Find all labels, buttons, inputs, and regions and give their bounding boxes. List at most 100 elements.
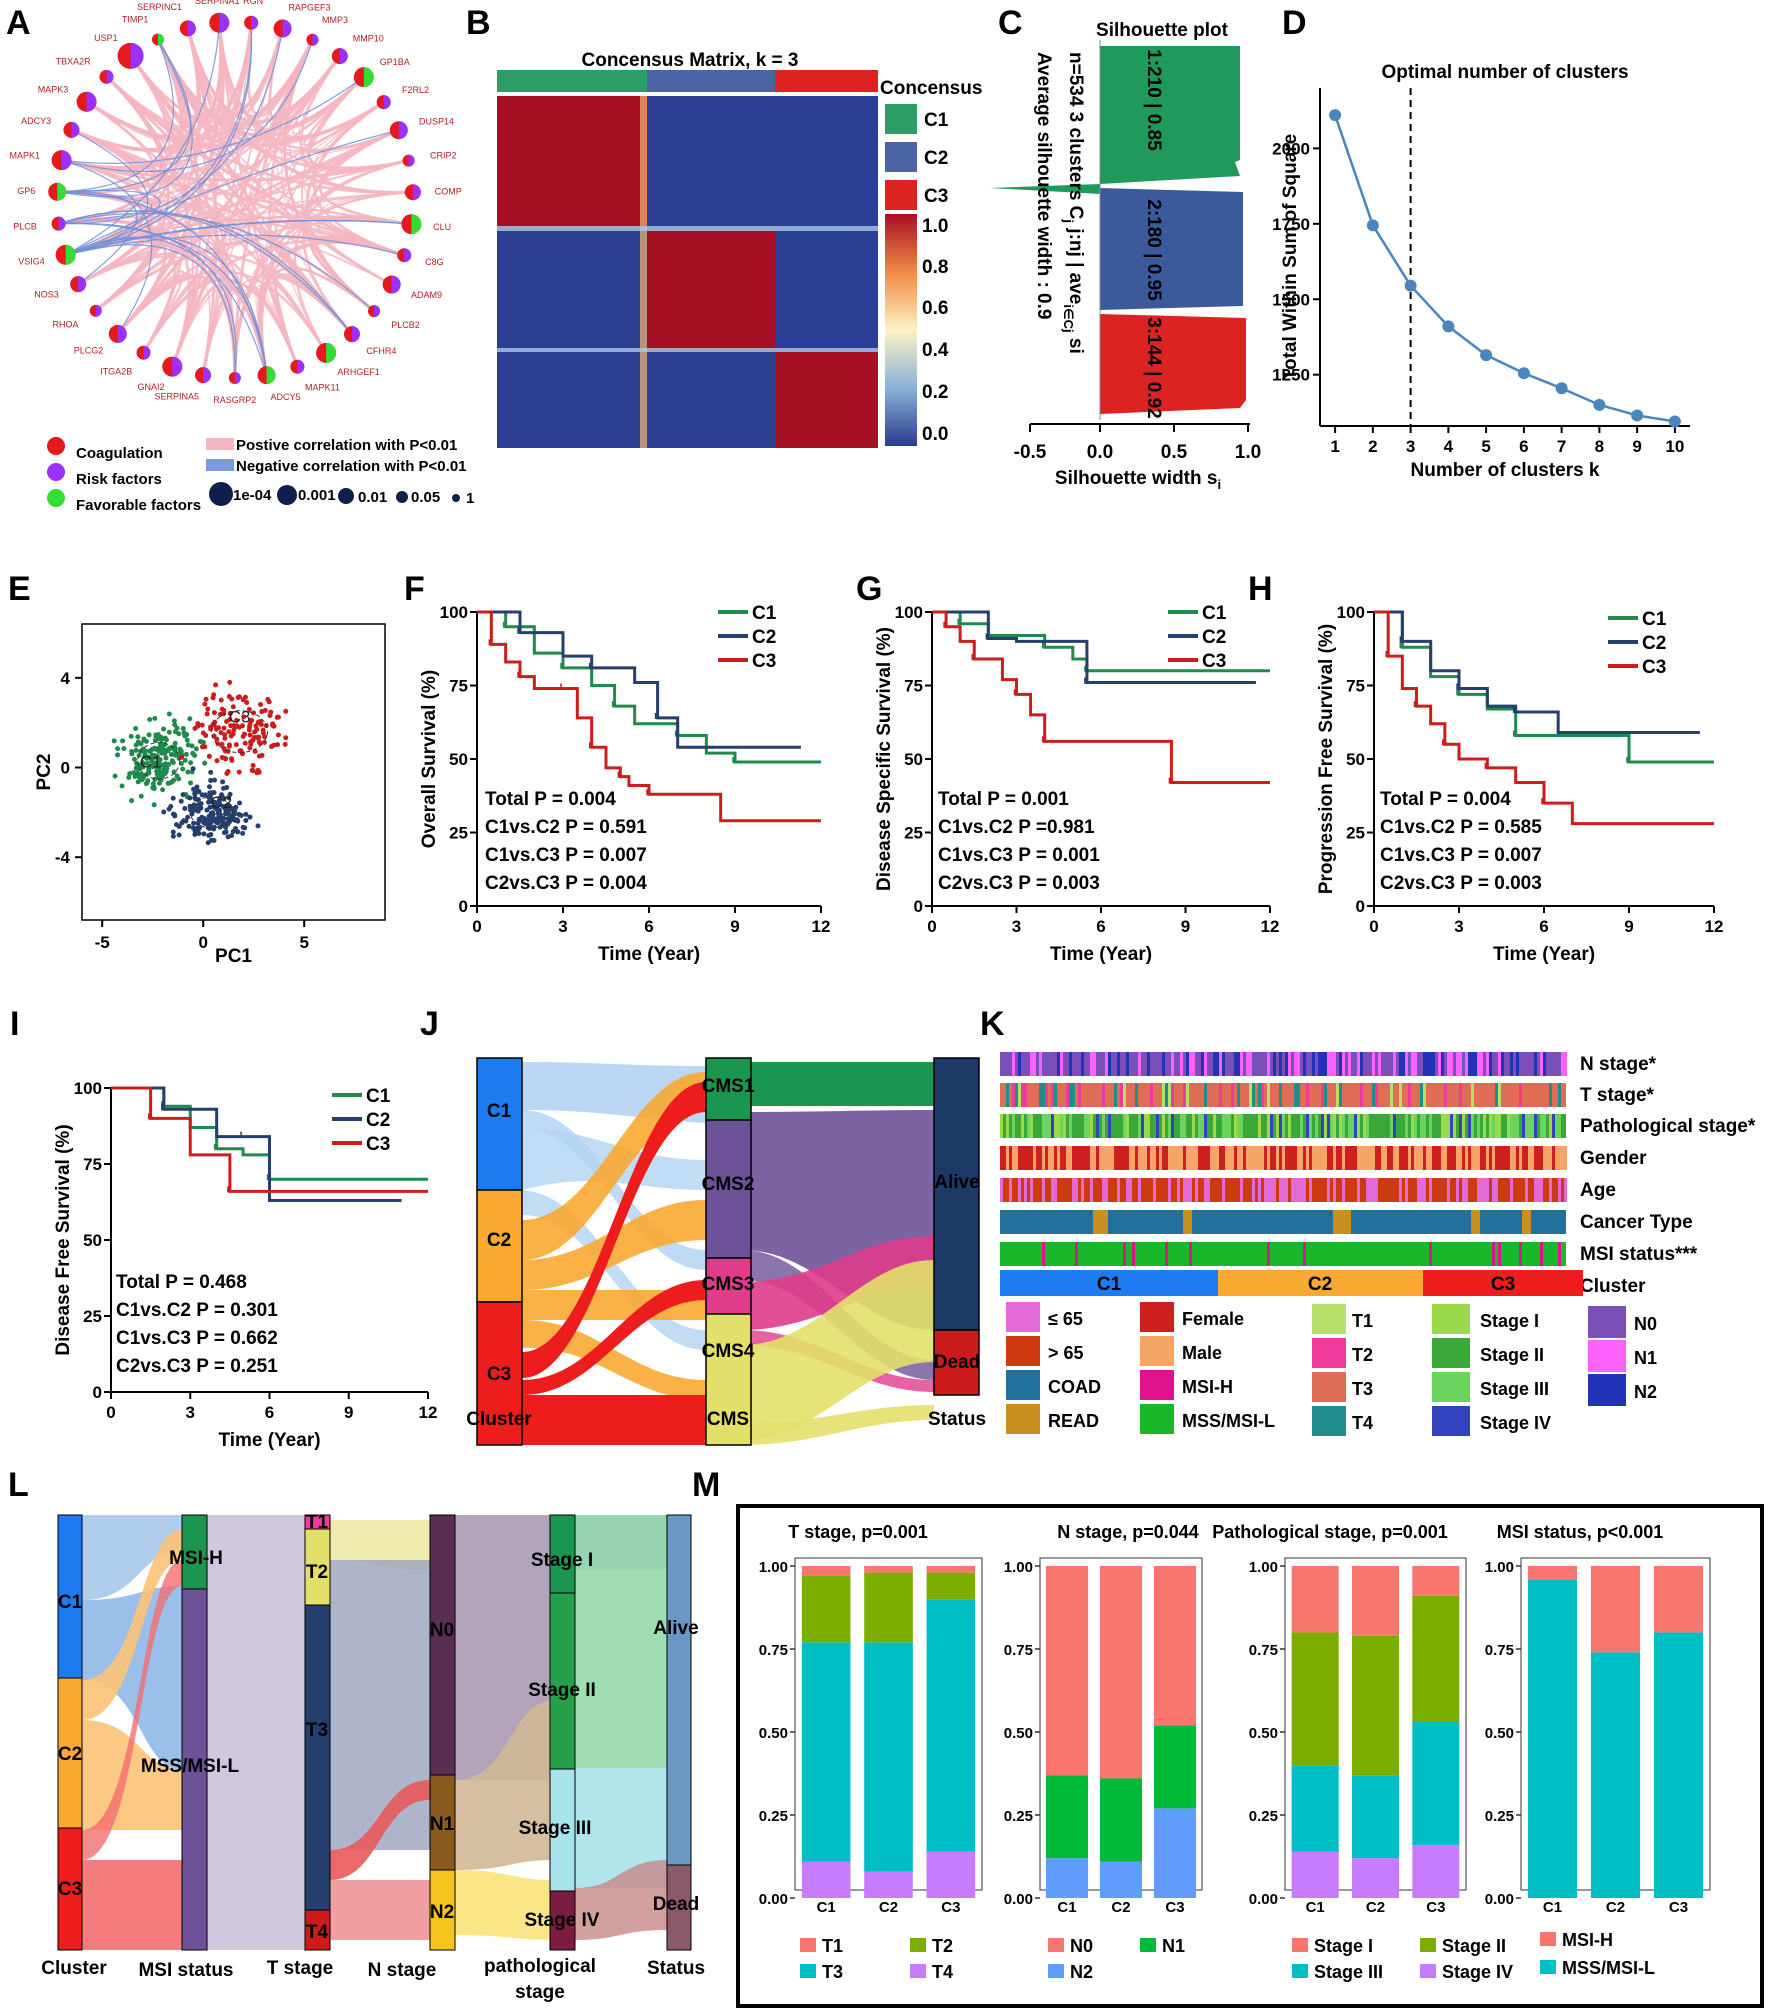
pca-point-c1: [164, 765, 170, 771]
heatmap-cell: [1075, 1242, 1078, 1266]
pca-point-c2: [201, 820, 207, 826]
positive-edge: [77, 191, 413, 285]
pca-point-c1: [172, 745, 178, 751]
legend-p1: 1e-04: [233, 487, 272, 504]
pca-point-c3: [283, 708, 289, 714]
km-curve-c3: [111, 1086, 428, 1193]
heatmap-cell: [1399, 1052, 1402, 1076]
panel-h-progression-free-survival: 0 25 50 75 100 0 3 6 9 12 C1 C2 C3 Total P = 0.004 C1v…: [1316, 603, 1723, 965]
m-legend-swatch: [1292, 1938, 1308, 1952]
heatmap-cell: [1180, 1146, 1183, 1170]
gene-node-half: [326, 342, 337, 363]
heatmap-cell: [1501, 1052, 1504, 1076]
heatmap-cell: [1258, 1146, 1261, 1170]
pca-point-c1: [158, 735, 164, 741]
pca-point-c2: [198, 801, 204, 807]
pca-point-c3: [218, 730, 224, 736]
pca-point-c2: [220, 804, 226, 810]
pca-point-c2: [180, 792, 186, 798]
heatmap-cell: [1042, 1146, 1045, 1170]
gene-label: SERPINA1: [195, 0, 240, 6]
node-label: C2: [58, 1744, 82, 1765]
km-ylabel: Overall Survival (%): [419, 670, 440, 848]
heatmap-cell: [1549, 1083, 1552, 1107]
pca-ellipse: [189, 796, 233, 829]
legend-text: Stage III: [1480, 1379, 1549, 1399]
pca-point-c2: [187, 803, 193, 809]
heatmap-cell: [1558, 1242, 1561, 1266]
m-bar-segment: [1291, 1566, 1339, 1633]
heatmap-cell: [1528, 1114, 1531, 1138]
heatmap-cell: [1201, 1114, 1204, 1138]
elbow-point: [1404, 279, 1417, 292]
heatmap-cell: [1051, 1114, 1054, 1138]
m-legend-label: Stage IV: [1442, 1962, 1513, 1982]
elbow-xtick-label: 3: [1406, 437, 1415, 456]
heatmap-cell: [1360, 1083, 1363, 1107]
negative-edge: [61, 76, 365, 164]
pca-point-c3: [252, 735, 258, 741]
m-legend-swatch: [1420, 1938, 1436, 1952]
elbow-point: [1668, 415, 1681, 428]
node-l-n0: [429, 1514, 456, 1776]
heatmap-cell: [1045, 1083, 1048, 1107]
heatmap-cell: [1171, 1146, 1174, 1170]
km-xtick-label: 9: [730, 917, 739, 936]
heatmap-cell: [1132, 1146, 1135, 1170]
heatmap-cell: [1141, 1146, 1144, 1170]
panel-letter-b: B: [466, 4, 491, 42]
heatmap-cell: [1030, 1114, 1033, 1138]
heatmap-cell: [1390, 1083, 1393, 1107]
heatmap-cell: [1018, 1083, 1021, 1107]
heatmap-cell: [1405, 1052, 1408, 1076]
heatmap-cell: [1081, 1178, 1084, 1202]
heatmap-cell: [1426, 1052, 1429, 1076]
heatmap-cell: [1093, 1052, 1096, 1076]
m-xtick-label: C3: [1426, 1899, 1445, 1916]
pca-point-c1: [170, 760, 176, 766]
flow-c3-mss: [82, 1860, 182, 1950]
km-legend-label: C2: [752, 627, 776, 648]
heatmap-cell: [1078, 1083, 1081, 1107]
heatmap-cell: [1342, 1052, 1345, 1076]
pca-point-c1: [187, 716, 193, 722]
heatmap-cell: [1348, 1210, 1351, 1234]
pca-point-c2: [221, 785, 227, 791]
heatmap-cell: [1228, 1114, 1231, 1138]
positive-edge: [129, 55, 188, 354]
heatmap-cell: [1273, 1052, 1276, 1076]
node-l-mss: [181, 1588, 208, 1951]
pca-point-c1: [120, 738, 126, 744]
negative-edge: [61, 159, 153, 335]
heatmap-cell: [1522, 1114, 1525, 1138]
flow-c1-cms3: [522, 1110, 706, 1270]
gene-node-half: [411, 214, 422, 235]
gene-node-half: [282, 19, 292, 38]
pca-xtick-label: 0: [198, 933, 207, 952]
heatmap-cell: [1507, 1114, 1510, 1138]
network-edges: [57, 22, 413, 379]
pca-point-c2: [238, 812, 244, 818]
pca-point-c3: [227, 679, 233, 685]
heatmap-cell: [1264, 1178, 1267, 1202]
heatmap-cell: [1414, 1114, 1417, 1138]
heatmap-cell: [1429, 1146, 1432, 1170]
pca-point-c1: [115, 752, 121, 758]
heatmap-cell: [1219, 1083, 1222, 1107]
heatmap-cell: [1165, 1083, 1168, 1107]
heatmap-cell: [1324, 1083, 1327, 1107]
m-ytick-label: 0.00: [759, 1891, 788, 1908]
positive-edge: [312, 100, 405, 257]
heatmap-cell: [1042, 1114, 1045, 1138]
heatmap-cell: [1057, 1146, 1060, 1170]
node-l-msih: [181, 1514, 208, 1590]
km-curve-c2: [1374, 610, 1700, 735]
consensus-legend-title: Concensus: [880, 78, 982, 99]
node-label: Stage I: [531, 1550, 593, 1571]
gene-node-half: [187, 20, 196, 37]
heatmap-cell: [1465, 1146, 1468, 1170]
heatmap-cell: [1429, 1114, 1432, 1138]
pca-point-c1: [181, 730, 187, 736]
heatmap-cell: [1564, 1178, 1567, 1202]
heatmap-cell: [1372, 1052, 1375, 1076]
